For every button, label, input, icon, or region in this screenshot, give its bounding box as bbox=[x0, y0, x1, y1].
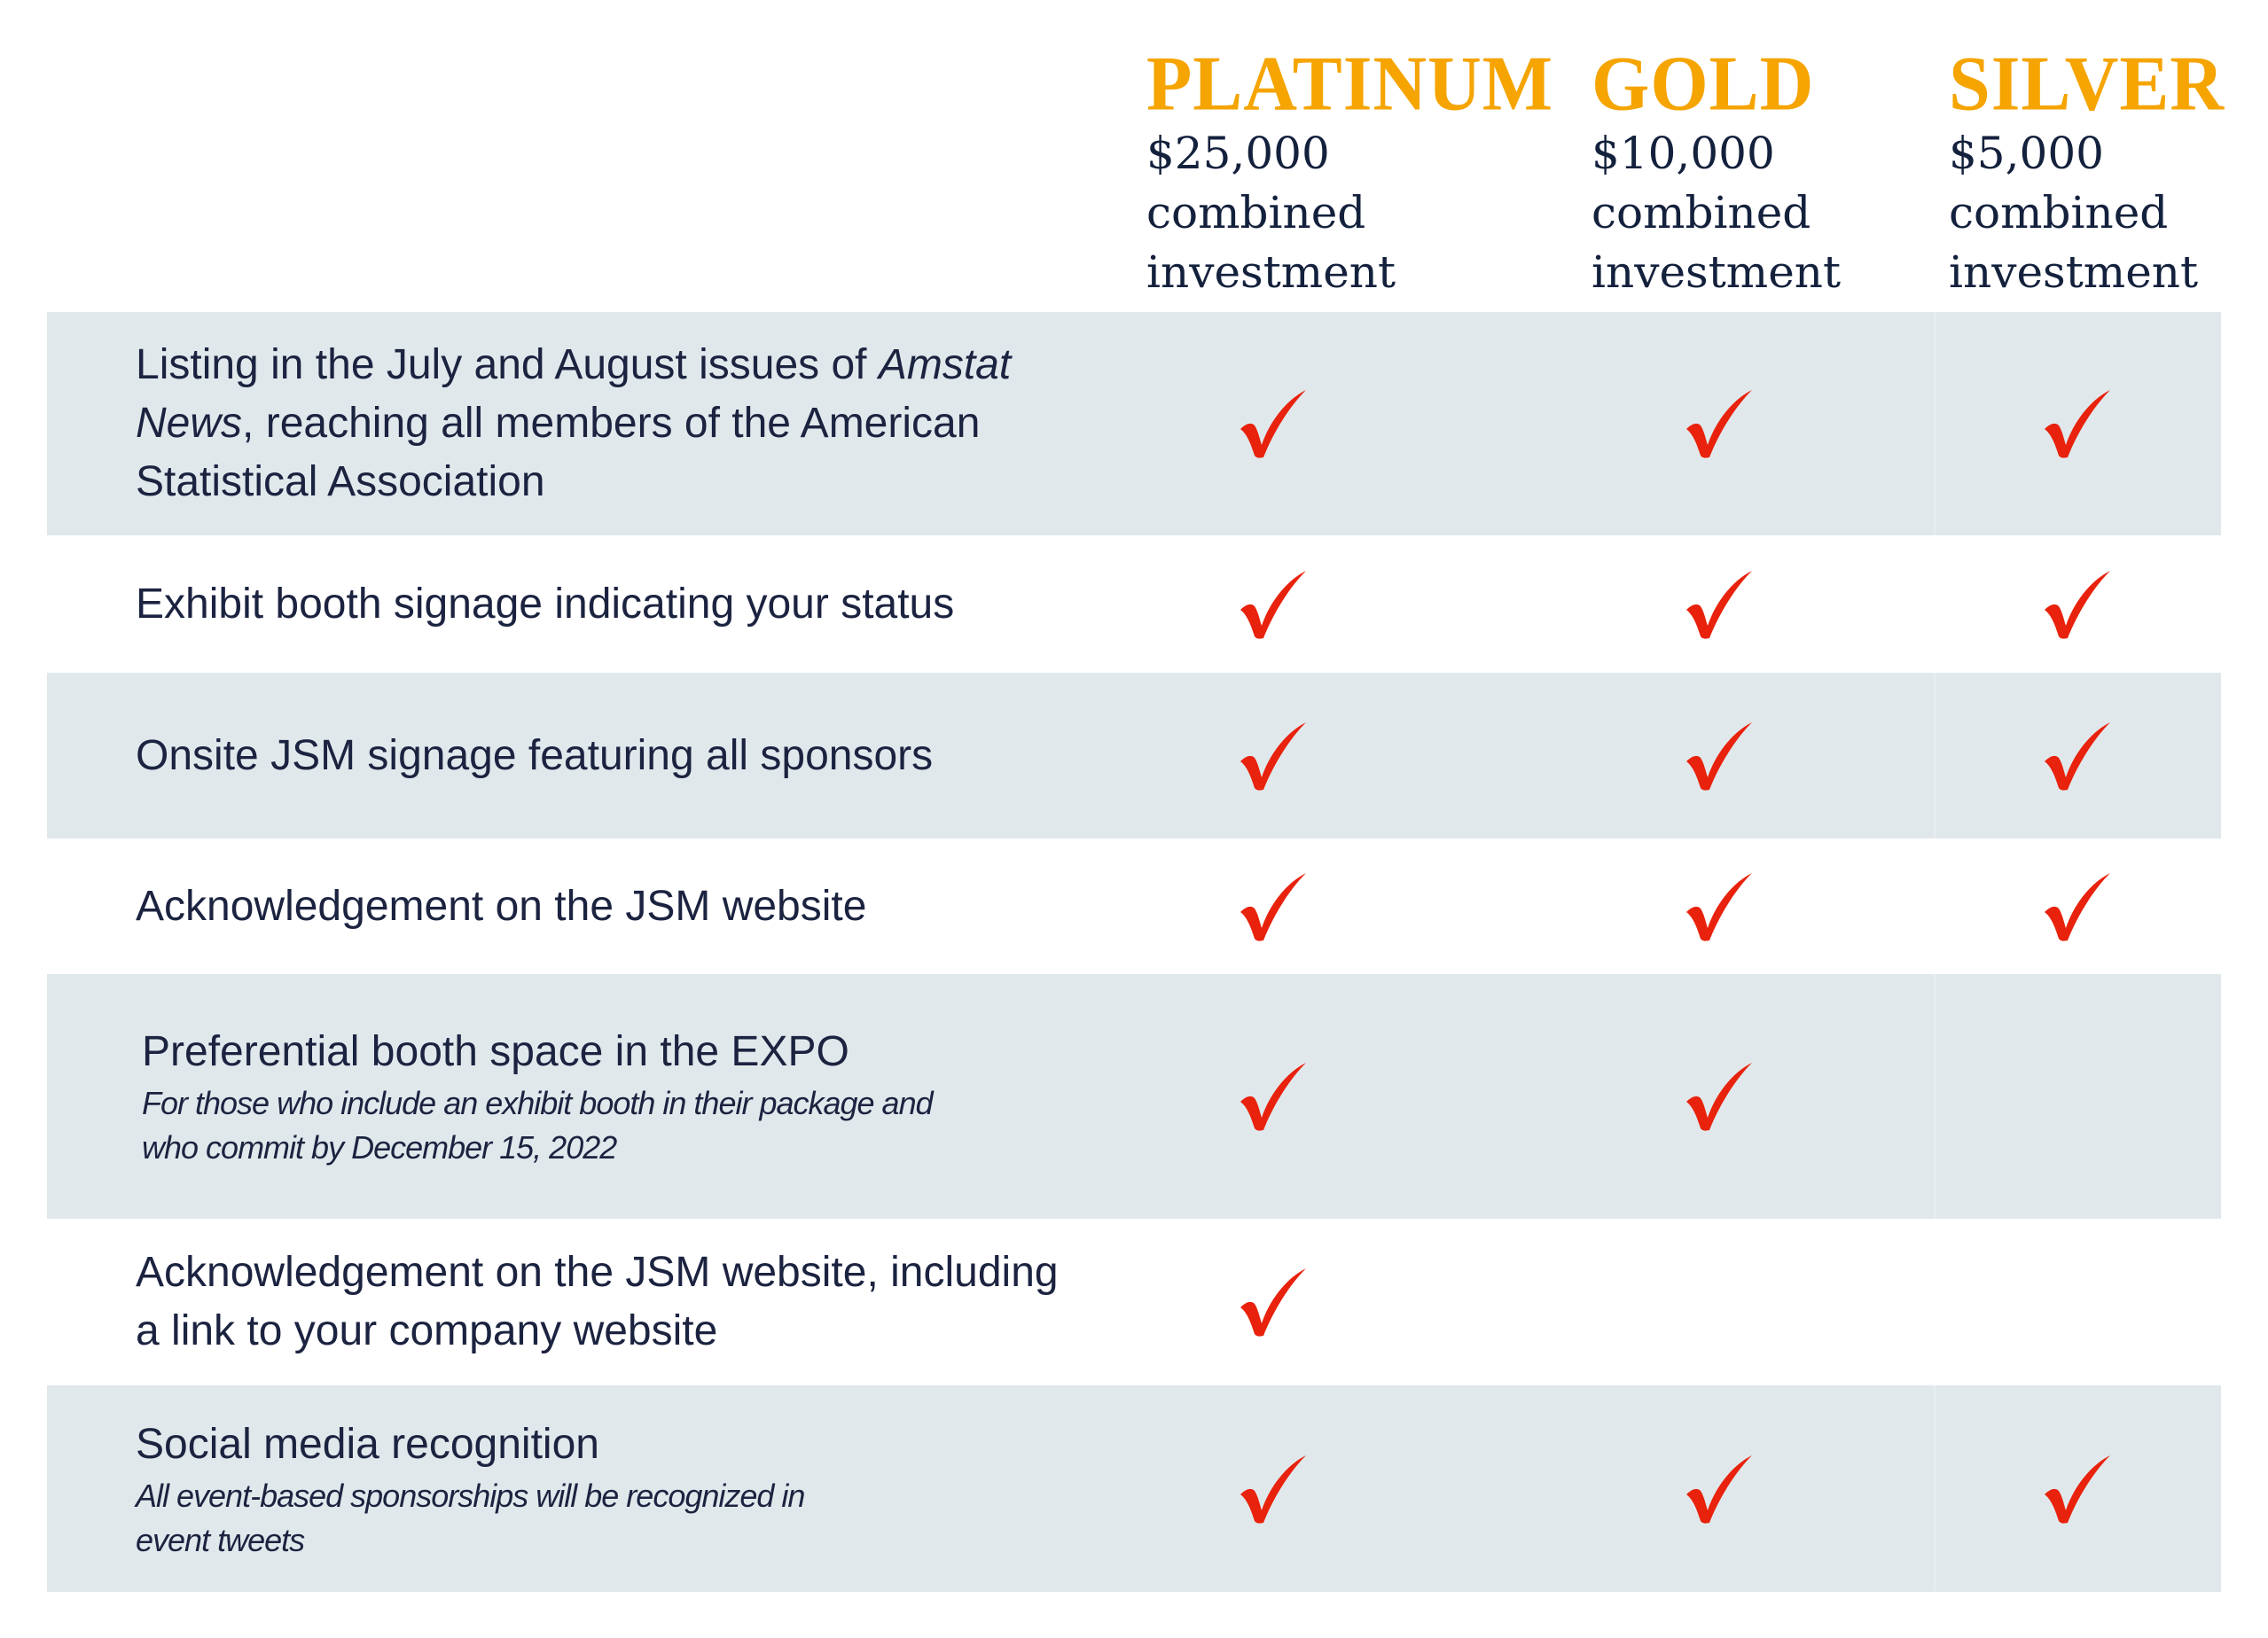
feature-text: Onsite JSM signage featuring all sponsor… bbox=[136, 731, 934, 779]
checkmark-icon bbox=[2043, 871, 2112, 942]
feature-text: Exhibit booth signage indicating your st… bbox=[136, 580, 955, 628]
price-label: combined bbox=[1592, 187, 1811, 238]
price-amount: $10,000 bbox=[1592, 128, 1775, 179]
table-row: Acknowledgement on the JSM website bbox=[47, 838, 2221, 974]
feature-description: Exhibit booth signage indicating your st… bbox=[136, 575, 1067, 634]
feature-note: All event-based sponsorships will be rec… bbox=[136, 1477, 805, 1558]
publication-name: Amstat News bbox=[136, 341, 1012, 447]
price-label: investment bbox=[1949, 246, 2199, 298]
feature-title: Onsite JSM signage featuring all sponsor… bbox=[136, 727, 1067, 785]
checkmark-icon bbox=[1239, 1061, 1308, 1132]
feature-text: Acknowledgement on the JSM website, incl… bbox=[136, 1249, 1059, 1354]
checkmark-icon bbox=[1685, 388, 1754, 459]
feature-title: Social media recognition bbox=[136, 1416, 836, 1474]
checkmark-icon bbox=[2043, 721, 2112, 792]
benefits-table: Listing in the July and August issues of… bbox=[47, 312, 2221, 1592]
table-row: Listing in the July and August issues of… bbox=[47, 312, 2221, 535]
feature-description: Acknowledgement on the JSM website, incl… bbox=[136, 1244, 1067, 1361]
table-row: Social media recognition All event-based … bbox=[47, 1385, 2221, 1592]
feature-title: Acknowledgement on the JSM website, incl… bbox=[136, 1244, 1067, 1361]
checkmark-icon bbox=[1685, 569, 1754, 640]
feature-text: , reaching all members of the American S… bbox=[136, 400, 981, 505]
feature-title: Exhibit booth signage indicating your st… bbox=[136, 575, 1067, 634]
checkmark-icon bbox=[1239, 1454, 1308, 1525]
tier-name: SILVER bbox=[1949, 40, 2225, 128]
tier-price: $25,000 combined investment bbox=[1146, 124, 1553, 302]
checkmark-icon bbox=[1239, 871, 1308, 942]
checkmark-icon bbox=[1239, 1267, 1308, 1338]
feature-text: Social media recognition bbox=[136, 1420, 599, 1468]
tier-name: GOLD bbox=[1592, 40, 1815, 128]
price-amount: $5,000 bbox=[1949, 128, 2104, 179]
price-label: combined bbox=[1146, 187, 1366, 238]
price-amount: $25,000 bbox=[1146, 128, 1330, 179]
checkmark-icon bbox=[1685, 1061, 1754, 1132]
tier-silver-header: SILVER $5,000 combined investment bbox=[1949, 40, 2225, 302]
feature-description: Listing in the July and August issues of… bbox=[136, 336, 1067, 511]
checkmark-icon bbox=[1685, 871, 1754, 942]
tier-name: PLATINUM bbox=[1146, 40, 1554, 128]
checkmark-icon bbox=[1239, 569, 1308, 640]
checkmark-icon bbox=[2043, 388, 2112, 459]
checkmark-icon bbox=[1239, 721, 1308, 792]
table-row: Preferential booth space in the EXPO For … bbox=[47, 974, 2221, 1219]
price-label: investment bbox=[1592, 246, 1842, 298]
tier-price: $5,000 combined investment bbox=[1949, 124, 2225, 302]
feature-text: Listing in the July and August issues of bbox=[136, 341, 879, 388]
feature-text: Preferential booth space in the EXPO bbox=[142, 1028, 849, 1075]
checkmark-icon bbox=[1239, 388, 1308, 459]
feature-title: Acknowledgement on the JSM website bbox=[136, 878, 1067, 936]
feature-text: Acknowledgement on the JSM website bbox=[136, 882, 867, 930]
checkmark-icon bbox=[1685, 721, 1754, 792]
checkmark-icon bbox=[1685, 1454, 1754, 1525]
price-label: investment bbox=[1146, 246, 1396, 298]
table-row: Onsite JSM signage featuring all sponsor… bbox=[47, 673, 2221, 838]
table-row: Acknowledgement on the JSM website, incl… bbox=[47, 1219, 2221, 1385]
feature-description: Acknowledgement on the JSM website bbox=[136, 878, 1067, 936]
tier-platinum-header: PLATINUM $25,000 combined investment bbox=[1146, 40, 1554, 302]
feature-title: Listing in the July and August issues of… bbox=[136, 336, 1067, 511]
feature-title: Preferential booth space in the EXPO bbox=[142, 1023, 993, 1081]
feature-description: Social media recognition All event-based … bbox=[136, 1416, 836, 1563]
feature-description: Preferential booth space in the EXPO For … bbox=[142, 1023, 993, 1170]
feature-description: Onsite JSM signage featuring all sponsor… bbox=[136, 727, 1067, 785]
tier-price: $10,000 combined investment bbox=[1592, 124, 1841, 302]
tier-gold-header: GOLD $10,000 combined investment bbox=[1592, 40, 1841, 302]
checkmark-icon bbox=[2043, 569, 2112, 640]
feature-note: For those who include an exhibit booth i… bbox=[142, 1085, 934, 1166]
price-label: combined bbox=[1949, 187, 2169, 238]
table-row: Exhibit booth signage indicating your st… bbox=[47, 535, 2221, 673]
checkmark-icon bbox=[2043, 1454, 2112, 1525]
